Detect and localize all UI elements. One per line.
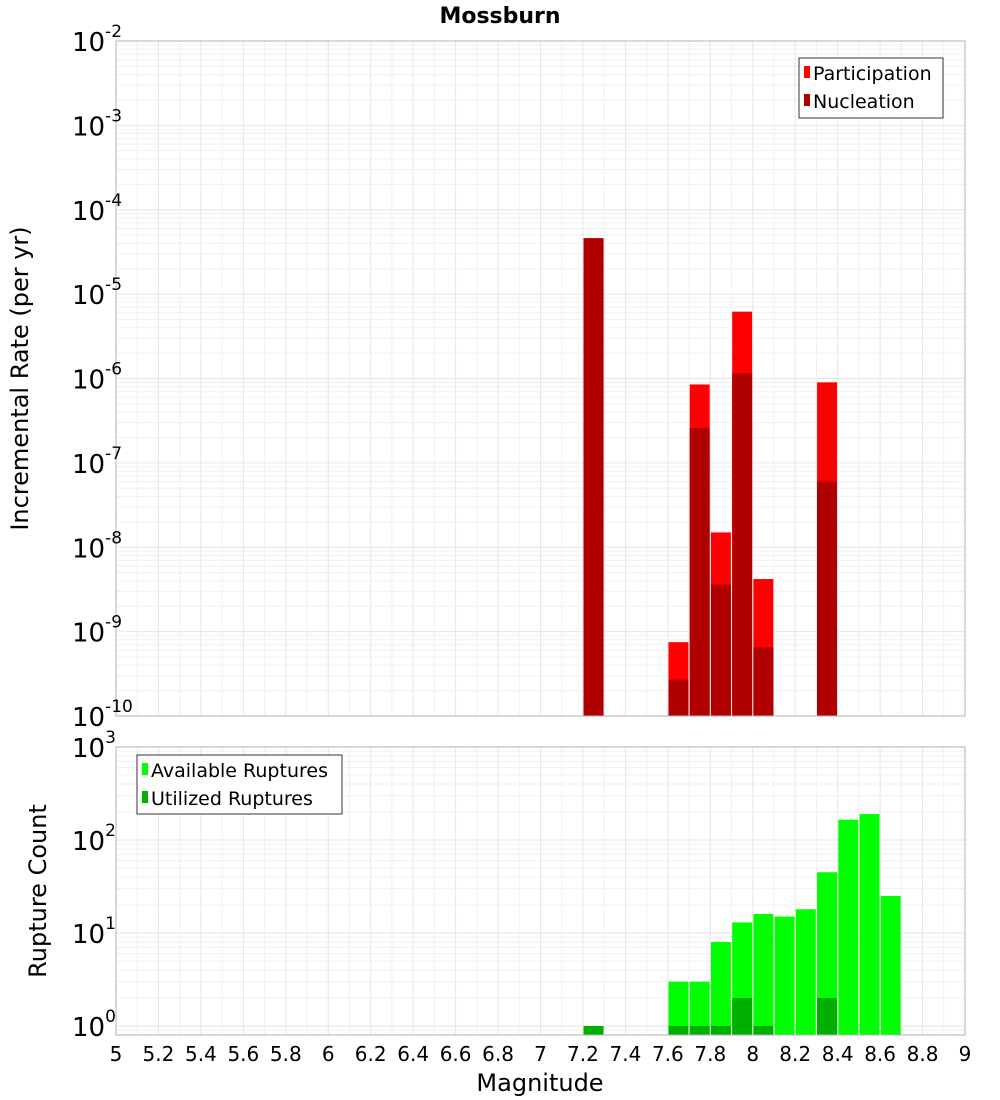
bottom-bar-available-ruptures — [753, 914, 774, 1035]
top-y-tick-label: 10-5 — [72, 275, 122, 311]
top-legend-box — [798, 57, 944, 119]
bottom-bar-available-ruptures — [859, 814, 880, 1035]
x-tick-label: 5.2 — [143, 1042, 175, 1066]
x-tick-label: 7.2 — [567, 1042, 599, 1066]
x-tick-label: 7 — [534, 1042, 547, 1066]
top-y-tick-label: 10-7 — [72, 444, 122, 480]
x-tick-label: 8.2 — [779, 1042, 811, 1066]
top-series-nucleation — [583, 238, 838, 716]
bottom-bar-available-ruptures — [838, 819, 859, 1035]
top-y-tick-label: 10-2 — [72, 22, 122, 58]
top-bar-nucleation — [710, 584, 731, 716]
bottom-bar-utilized-ruptures — [753, 1025, 774, 1035]
bottom-bar-available-ruptures — [710, 942, 731, 1035]
top-y-axis-label: Incremental Rate (per yr) — [6, 226, 34, 530]
top-panel-rate: 10-2 10-3 10-4 10-5 10-6 10-7 10-8 10-9 10-10 Inc… — [6, 22, 966, 733]
bottom-legend-swatch-utilized-ruptures — [142, 791, 148, 803]
bottom-bar-utilized-ruptures — [689, 1025, 710, 1035]
bottom-panel-count: 103 102 101 100 Rupture Count Available Ruptu… — [24, 728, 971, 1097]
bottom-legend-box — [136, 754, 343, 815]
x-tick-label: 6.6 — [440, 1042, 472, 1066]
bottom-legend-label-utilized-ruptures: Utilized Ruptures — [151, 788, 313, 810]
top-legend-swatch-participation — [804, 66, 810, 78]
x-tick-label: 9 — [959, 1042, 972, 1066]
bottom-bar-utilized-ruptures — [732, 997, 753, 1035]
bottom-legend-swatch-available-ruptures — [142, 763, 148, 775]
bottom-bar-utilized-ruptures — [817, 997, 838, 1035]
x-tick-label: 8 — [746, 1042, 759, 1066]
top-legend-label-nucleation: Nucleation — [813, 91, 915, 113]
x-tick-label: 5.4 — [185, 1042, 217, 1066]
x-axis-label: Magnitude — [476, 1069, 603, 1097]
bottom-bar-available-ruptures — [880, 895, 901, 1035]
x-tick-label: 8.8 — [907, 1042, 939, 1066]
bottom-bar-available-ruptures — [689, 981, 710, 1035]
bottom-legend-label-available-ruptures: Available Ruptures — [151, 760, 328, 782]
top-bar-nucleation — [668, 679, 689, 716]
bottom-y-tick-labels: 103 102 101 100 — [72, 728, 116, 1043]
top-bar-nucleation — [732, 373, 753, 716]
top-grid — [115, 40, 966, 717]
x-tick-label: 6.4 — [397, 1042, 429, 1066]
top-bar-nucleation — [689, 427, 710, 716]
bottom-y-tick-label: 100 — [72, 1007, 116, 1043]
bottom-bar-available-ruptures — [668, 981, 689, 1035]
chart-title: Mossburn — [439, 4, 560, 29]
bottom-y-tick-label: 102 — [72, 821, 116, 857]
bottom-bar-utilized-ruptures — [583, 1025, 604, 1035]
x-tick-labels: 5 5.2 5.4 5.6 5.8 6 6.2 6.4 6.6 6.8 7 7.2 7.4 7.6 7.8 8… — [110, 1042, 972, 1066]
bottom-bar-available-ruptures — [795, 909, 816, 1035]
x-tick-label: 8.4 — [822, 1042, 854, 1066]
top-y-tick-label: 10-9 — [72, 613, 122, 649]
bottom-y-tick-label: 103 — [72, 728, 116, 764]
bottom-bar-utilized-ruptures — [710, 1025, 731, 1035]
bottom-series-utilized-ruptures — [583, 997, 838, 1035]
x-tick-label: 6.2 — [355, 1042, 387, 1066]
x-tick-label: 6.8 — [482, 1042, 514, 1066]
x-tick-label: 5.6 — [227, 1042, 259, 1066]
x-tick-label: 8.6 — [864, 1042, 896, 1066]
x-tick-label: 7.4 — [609, 1042, 641, 1066]
x-tick-label: 7.6 — [652, 1042, 684, 1066]
top-y-tick-label: 10-10 — [72, 697, 133, 733]
x-tick-label: 7.8 — [694, 1042, 726, 1066]
top-bar-nucleation — [753, 647, 774, 716]
bottom-bar-available-ruptures — [817, 872, 838, 1035]
top-y-tick-label: 10-6 — [72, 360, 122, 396]
bottom-legend: Available Ruptures Utilized Ruptures — [136, 754, 343, 815]
top-bar-nucleation — [817, 481, 838, 716]
x-tick-label: 5.8 — [270, 1042, 302, 1066]
x-tick-label: 6 — [322, 1042, 335, 1066]
top-legend-label-participation: Participation — [813, 63, 932, 85]
top-y-tick-labels: 10-2 10-3 10-4 10-5 10-6 10-7 10-8 10-9 10-10 — [72, 22, 133, 733]
bottom-y-tick-label: 101 — [72, 914, 116, 950]
top-legend-swatch-nucleation — [804, 94, 810, 106]
top-plot-frame — [115, 40, 966, 717]
bottom-y-axis-label: Rupture Count — [24, 804, 52, 978]
top-y-tick-label: 10-4 — [72, 191, 122, 227]
bottom-bar-utilized-ruptures — [668, 1025, 689, 1035]
top-bar-nucleation — [583, 238, 604, 716]
top-legend: Participation Nucleation — [798, 57, 944, 119]
top-y-tick-label: 10-3 — [72, 106, 122, 142]
x-tick-label: 5 — [110, 1042, 123, 1066]
bottom-plot-frame — [115, 746, 966, 1036]
bottom-bar-available-ruptures — [774, 916, 795, 1035]
top-y-tick-label: 10-8 — [72, 528, 122, 564]
